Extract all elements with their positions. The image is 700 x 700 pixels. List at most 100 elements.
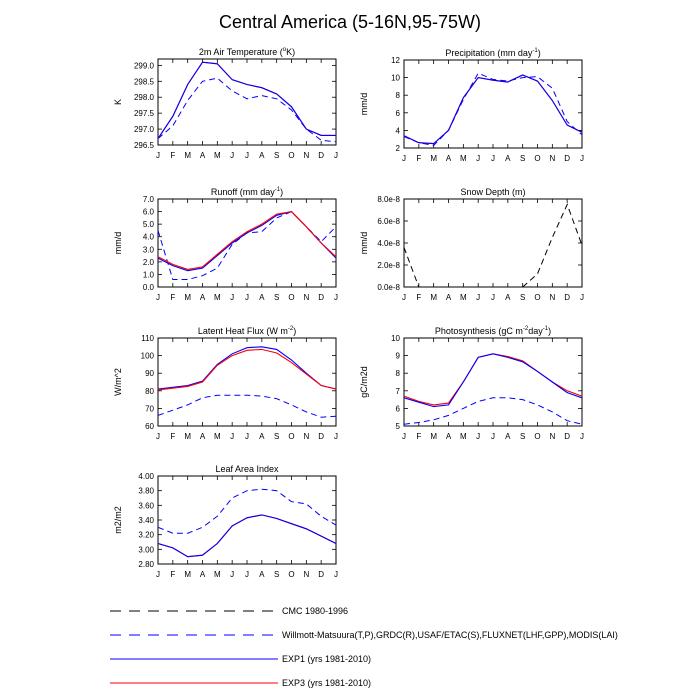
y-axis-label: mm/d xyxy=(113,232,123,255)
x-tick-label: F xyxy=(416,432,421,441)
x-tick-label: M xyxy=(184,432,191,441)
x-tick-label: D xyxy=(318,432,324,441)
x-tick-label: D xyxy=(318,293,324,302)
x-tick-label: J xyxy=(245,432,249,441)
panel-snow: Snow Depth (m) mm/d 0.0e-8 2.0e-8 4.0e-8 6.0e… xyxy=(359,187,584,302)
x-tick-label: A xyxy=(446,293,452,302)
x-tick-label: M xyxy=(214,432,221,441)
x-tick-label: S xyxy=(274,570,279,579)
x-tick-label: J xyxy=(334,432,338,441)
x-tick-label: D xyxy=(564,432,570,441)
x-tick-label: J xyxy=(334,570,338,579)
x-tick-label: S xyxy=(520,293,525,302)
x-tick-label: D xyxy=(318,570,324,579)
x-tick-label: N xyxy=(549,154,555,163)
panel-lhf: Latent Heat Flux (W m-2) W/m^2 60 70 80 90 100… xyxy=(113,326,338,441)
y-tick-label: 80 xyxy=(145,387,154,396)
x-tick-label: F xyxy=(170,432,175,441)
y-tick-label: 2.0 xyxy=(143,258,155,267)
y-tick-label: 0.0 xyxy=(143,283,155,292)
y-tick-label: 6.0 xyxy=(143,208,155,217)
y-tick-label: 3.20 xyxy=(138,531,154,540)
panel-title: Snow Depth (m) xyxy=(460,187,525,197)
y-tick-label: 110 xyxy=(141,334,154,343)
x-tick-label: J xyxy=(402,293,406,302)
plot-frame xyxy=(403,198,583,288)
y-axis-label: W/m^2 xyxy=(113,368,123,396)
x-tick-label: J xyxy=(580,154,584,163)
series-line xyxy=(157,210,337,272)
y-tick-label: 1.0 xyxy=(143,270,155,279)
y-tick-label: 6 xyxy=(396,109,401,118)
x-tick-label: A xyxy=(200,151,206,160)
y-tick-label: 4.0e-8 xyxy=(377,239,400,248)
x-tick-label: J xyxy=(476,293,480,302)
x-tick-label: J xyxy=(230,293,234,302)
x-tick-label: J xyxy=(491,154,495,163)
series-line xyxy=(157,394,337,418)
x-tick-label: J xyxy=(230,432,234,441)
x-tick-label: A xyxy=(505,293,511,302)
x-tick-label: A xyxy=(446,154,452,163)
x-tick-label: N xyxy=(549,432,555,441)
x-tick-label: J xyxy=(491,432,495,441)
legend-label: CMC 1980-1996 xyxy=(282,606,348,616)
x-tick-label: M xyxy=(460,293,467,302)
panel-photo: Photosynthesis (gC m-2day-1) gC/m2d 5 6 7 8 9 1… xyxy=(359,326,584,441)
x-tick-label: S xyxy=(274,432,279,441)
y-tick-label: 100 xyxy=(141,352,155,361)
legend: CMC 1980-1996 Willmott-Matsuura(T,P),GRDC… xyxy=(110,606,618,688)
y-tick-label: 298.0 xyxy=(134,93,155,102)
y-tick-label: 5.0 xyxy=(143,220,155,229)
x-tick-label: O xyxy=(288,293,294,302)
series-line xyxy=(157,61,336,139)
x-tick-label: S xyxy=(274,151,279,160)
y-tick-label: 8 xyxy=(396,369,401,378)
x-tick-label: J xyxy=(580,432,584,441)
x-tick-label: J xyxy=(476,154,480,163)
x-tick-label: O xyxy=(288,432,294,441)
x-tick-label: D xyxy=(318,151,324,160)
series-line xyxy=(157,211,337,270)
x-tick-label: A xyxy=(200,432,206,441)
series-line xyxy=(157,514,337,558)
figure-title: Central America (5-16N,95-75W) xyxy=(219,12,481,32)
x-tick-label: J xyxy=(156,570,160,579)
y-axis-label: gC/m2d xyxy=(359,366,369,398)
x-tick-label: F xyxy=(416,154,421,163)
series-line xyxy=(403,74,583,145)
y-tick-label: 6 xyxy=(396,404,401,413)
y-tick-label: 3.60 xyxy=(138,501,154,510)
x-tick-label: F xyxy=(170,151,175,160)
legend-label: Willmott-Matsuura(T,P),GRDC(R),USAF/ETAC… xyxy=(282,630,618,640)
y-tick-label: 4.00 xyxy=(138,472,154,481)
x-tick-label: M xyxy=(184,151,191,160)
x-tick-label: O xyxy=(288,151,294,160)
y-tick-label: 4.0 xyxy=(143,233,155,242)
x-tick-label: O xyxy=(534,293,540,302)
y-tick-label: 299.0 xyxy=(134,61,155,70)
plot-frame xyxy=(403,59,583,149)
x-tick-label: D xyxy=(564,154,570,163)
panels: 2m Air Temperature (oK)K296.5297.0297.52… xyxy=(113,47,584,579)
panel-title: 2m Air Temperature (oK) xyxy=(199,47,295,57)
panel-title: Latent Heat Flux (W m-2) xyxy=(198,326,296,336)
x-tick-label: J xyxy=(491,293,495,302)
x-tick-label: M xyxy=(430,154,437,163)
y-tick-label: 4 xyxy=(396,126,401,135)
x-tick-label: A xyxy=(200,293,206,302)
x-tick-label: J xyxy=(402,432,406,441)
panel-runoff: Runoff (mm day-1) mm/d 0.0 1.0 2.0 3.0 4.0 5.0 6… xyxy=(113,187,338,302)
plot-frame xyxy=(157,337,337,427)
y-tick-label: 70 xyxy=(145,404,154,413)
y-tick-label: 7 xyxy=(396,387,401,396)
y-tick-label: 2.80 xyxy=(138,560,154,569)
series-line xyxy=(403,247,420,288)
x-tick-label: M xyxy=(184,570,191,579)
panel-lai: Leaf Area Index m2/m2 2.80 3.00 3.20 3.40 3.60… xyxy=(113,464,338,579)
series-line xyxy=(157,346,337,390)
y-tick-label: 2.0e-8 xyxy=(377,261,400,270)
x-tick-label: M xyxy=(214,570,221,579)
y-tick-label: 3.00 xyxy=(138,545,154,554)
